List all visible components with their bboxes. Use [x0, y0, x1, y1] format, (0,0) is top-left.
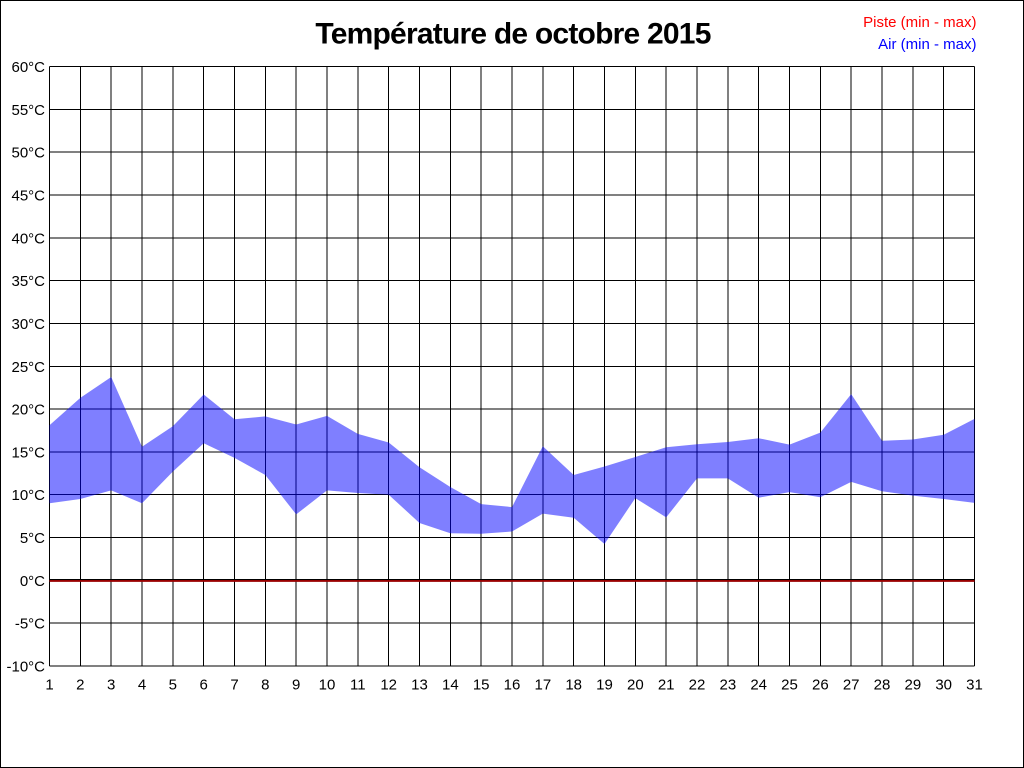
svg-text:15°C: 15°C: [11, 444, 45, 461]
svg-text:6: 6: [199, 677, 207, 694]
svg-text:50°C: 50°C: [11, 145, 45, 162]
svg-text:7: 7: [230, 677, 238, 694]
svg-text:18: 18: [565, 677, 582, 694]
svg-text:1: 1: [45, 677, 53, 694]
svg-text:5°C: 5°C: [20, 530, 45, 547]
svg-text:12: 12: [380, 677, 397, 694]
svg-text:11: 11: [350, 677, 366, 694]
svg-text:31: 31: [966, 677, 983, 694]
svg-text:22: 22: [689, 677, 706, 694]
svg-text:9: 9: [292, 677, 300, 694]
svg-text:45°C: 45°C: [11, 187, 45, 204]
svg-text:27: 27: [843, 677, 860, 694]
svg-text:17: 17: [534, 677, 551, 694]
svg-text:25°C: 25°C: [11, 359, 45, 376]
svg-text:21: 21: [658, 677, 675, 694]
svg-text:30: 30: [935, 677, 952, 694]
svg-text:3: 3: [107, 677, 115, 694]
svg-text:16: 16: [504, 677, 521, 694]
svg-text:4: 4: [138, 677, 146, 694]
svg-text:10: 10: [319, 677, 336, 694]
svg-text:Piste (min - max): Piste (min - max): [863, 14, 976, 31]
svg-text:25: 25: [781, 677, 798, 694]
svg-text:2: 2: [76, 677, 84, 694]
svg-text:15: 15: [473, 677, 490, 694]
svg-text:40°C: 40°C: [11, 230, 45, 247]
svg-text:8: 8: [261, 677, 269, 694]
svg-text:Température de octobre 2015: Température de octobre 2015: [315, 18, 710, 51]
svg-text:26: 26: [812, 677, 829, 694]
svg-text:20°C: 20°C: [11, 402, 45, 419]
svg-text:23: 23: [719, 677, 736, 694]
svg-text:19: 19: [596, 677, 613, 694]
svg-text:24: 24: [750, 677, 767, 694]
svg-text:-5°C: -5°C: [15, 616, 45, 633]
svg-text:20: 20: [627, 677, 644, 694]
svg-text:29: 29: [904, 677, 921, 694]
svg-text:35°C: 35°C: [11, 273, 45, 290]
svg-text:0°C: 0°C: [20, 573, 45, 590]
svg-text:14: 14: [442, 677, 459, 694]
svg-text:-10°C: -10°C: [6, 659, 45, 676]
svg-text:13: 13: [411, 677, 428, 694]
svg-text:Air (min - max): Air (min - max): [878, 36, 976, 53]
svg-text:30°C: 30°C: [11, 316, 45, 333]
svg-text:28: 28: [874, 677, 891, 694]
svg-text:5: 5: [169, 677, 177, 694]
svg-text:60°C: 60°C: [11, 59, 45, 76]
svg-text:55°C: 55°C: [11, 102, 45, 119]
svg-text:10°C: 10°C: [11, 487, 45, 504]
